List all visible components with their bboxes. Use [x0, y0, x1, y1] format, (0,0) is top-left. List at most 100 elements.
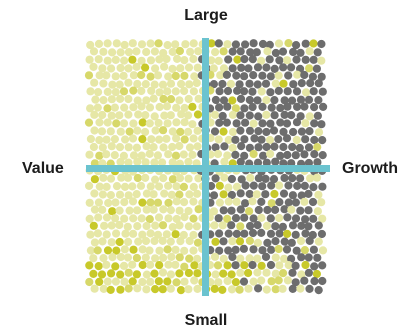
dot — [254, 174, 263, 183]
dot — [185, 254, 194, 263]
dot — [312, 269, 321, 279]
dot — [214, 214, 223, 223]
dot — [111, 72, 120, 81]
dot — [85, 198, 94, 207]
dot — [171, 260, 180, 269]
dot — [124, 268, 133, 277]
dot — [93, 229, 102, 238]
dot — [193, 126, 202, 135]
dot — [284, 261, 293, 270]
dot — [305, 127, 314, 136]
dot — [120, 245, 129, 254]
dot — [85, 150, 94, 159]
dot — [128, 134, 138, 143]
dot — [180, 135, 189, 144]
dot — [124, 64, 133, 73]
dot — [314, 190, 323, 199]
dot — [162, 102, 172, 111]
dot — [149, 94, 158, 103]
dot — [146, 229, 155, 238]
dot — [155, 261, 164, 270]
dot — [214, 135, 223, 144]
dot — [138, 260, 147, 270]
dot — [231, 104, 240, 113]
dot — [296, 112, 305, 121]
dot — [158, 221, 168, 230]
dot — [102, 150, 111, 159]
dot — [150, 158, 159, 167]
dot — [189, 182, 198, 192]
dot — [271, 253, 280, 262]
dot — [310, 150, 319, 159]
dot — [153, 198, 163, 207]
dot — [138, 277, 147, 287]
dot — [262, 63, 271, 72]
dot — [224, 135, 233, 144]
dot — [145, 246, 154, 255]
dot — [119, 151, 128, 160]
dot — [84, 118, 94, 127]
dot — [184, 111, 193, 120]
dot — [297, 253, 306, 262]
dot — [154, 277, 163, 286]
dot — [231, 278, 240, 287]
dot — [142, 189, 151, 198]
dot — [168, 175, 177, 184]
dot — [220, 157, 229, 166]
dot — [180, 262, 189, 271]
dot — [175, 253, 184, 262]
dot — [300, 181, 309, 190]
dot — [133, 222, 142, 231]
dot — [141, 111, 150, 120]
dot — [180, 71, 189, 80]
dot — [245, 207, 254, 216]
dot — [121, 229, 130, 238]
dot — [236, 205, 245, 214]
dot — [163, 245, 172, 254]
dot — [271, 237, 280, 246]
dot — [137, 214, 146, 223]
dot — [214, 56, 223, 65]
dot — [304, 143, 314, 152]
dot — [111, 262, 120, 271]
dot — [142, 142, 151, 151]
dot — [232, 182, 242, 191]
dot — [296, 284, 305, 293]
dot — [162, 134, 171, 143]
dot — [262, 127, 271, 137]
dot — [248, 228, 258, 238]
dot — [180, 103, 189, 113]
dot — [108, 48, 117, 57]
dot — [141, 63, 150, 72]
dot — [184, 94, 193, 104]
dot — [257, 56, 266, 65]
dot — [300, 246, 309, 255]
dot — [227, 221, 236, 230]
dot — [228, 64, 237, 73]
dot — [249, 149, 258, 159]
dot — [236, 254, 245, 263]
dot — [94, 213, 103, 222]
dot — [304, 268, 313, 277]
dot — [186, 47, 195, 56]
dot — [184, 174, 193, 183]
dot — [237, 142, 246, 151]
dot — [236, 189, 245, 198]
dot — [189, 197, 198, 206]
dot — [141, 253, 150, 262]
dot — [95, 136, 104, 145]
dot — [287, 254, 296, 263]
dot — [284, 181, 293, 190]
dot — [236, 157, 245, 166]
dot — [220, 173, 229, 182]
dot — [177, 79, 186, 89]
dot — [274, 276, 283, 285]
dot — [137, 40, 147, 49]
dot — [258, 39, 268, 49]
dot — [253, 96, 262, 105]
dot — [310, 119, 319, 128]
dot — [164, 214, 173, 223]
dot — [287, 63, 296, 72]
dot — [116, 127, 125, 136]
dot — [304, 189, 313, 198]
